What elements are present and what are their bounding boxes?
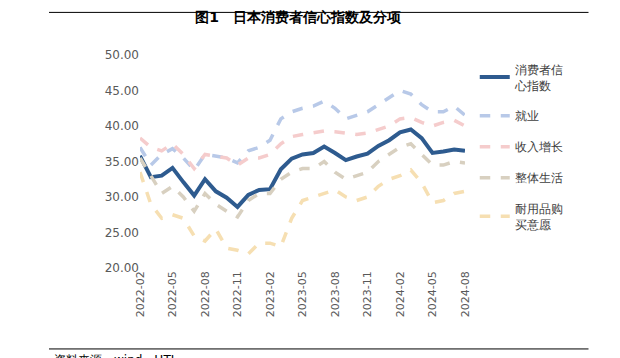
svg-text:2024-05: 2024-05 [426,271,439,317]
svg-text:就业: 就业 [515,109,539,123]
svg-text:40.00: 40.00 [105,119,139,133]
svg-text:2023-11: 2023-11 [361,271,374,317]
svg-text:2024-02: 2024-02 [394,271,407,317]
svg-text:消费者信心指数: 消费者信心指数 [514,63,563,93]
svg-text:2023-05: 2023-05 [296,271,309,317]
svg-text:45.00: 45.00 [105,84,139,98]
svg-text:整体生活: 整体生活 [515,171,563,185]
svg-text:资料来源：wind，HTI: 资料来源：wind，HTI [54,353,174,358]
svg-text:30.00: 30.00 [105,190,139,204]
svg-text:50.00: 50.00 [105,48,139,62]
svg-text:20.00: 20.00 [105,261,139,275]
svg-text:2022-08: 2022-08 [199,271,212,317]
svg-text:25.00: 25.00 [105,226,139,240]
svg-text:35.00: 35.00 [105,155,139,169]
svg-text:2022-11: 2022-11 [231,271,244,317]
svg-text:2023-08: 2023-08 [329,271,342,317]
svg-text:2022-05: 2022-05 [166,271,179,317]
svg-text:耐用品购买意愿: 耐用品购买意愿 [515,202,563,232]
svg-text:2024-08: 2024-08 [459,271,472,317]
svg-text:收入增长: 收入增长 [515,140,563,154]
svg-text:2023-02: 2023-02 [264,271,277,317]
svg-text:图1 日本消费者信心指数及分项: 图1 日本消费者信心指数及分项 [195,9,402,25]
svg-text:2022-02: 2022-02 [134,271,147,317]
